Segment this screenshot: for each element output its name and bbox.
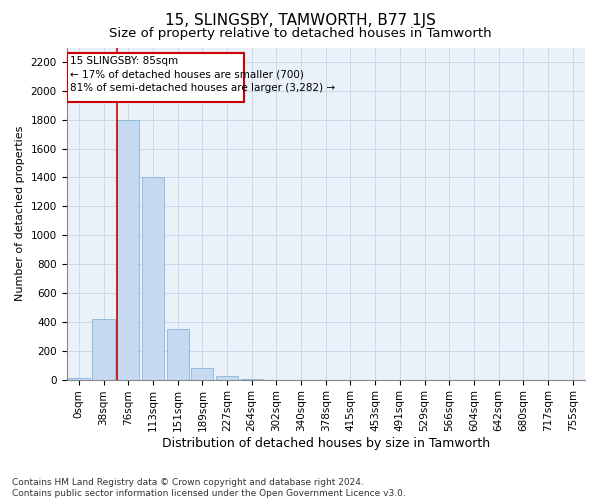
Text: Size of property relative to detached houses in Tamworth: Size of property relative to detached ho… — [109, 28, 491, 40]
Bar — [68, 378, 90, 380]
Bar — [241, 379, 263, 380]
Bar — [167, 329, 189, 380]
FancyBboxPatch shape — [67, 54, 244, 102]
Bar — [142, 178, 164, 380]
Text: 15 SLINGSBY: 85sqm
← 17% of detached houses are smaller (700)
81% of semi-detach: 15 SLINGSBY: 85sqm ← 17% of detached hou… — [70, 56, 335, 92]
Text: 15, SLINGSBY, TAMWORTH, B77 1JS: 15, SLINGSBY, TAMWORTH, B77 1JS — [164, 12, 436, 28]
X-axis label: Distribution of detached houses by size in Tamworth: Distribution of detached houses by size … — [162, 437, 490, 450]
Bar — [216, 376, 238, 380]
Bar — [117, 120, 139, 380]
Bar — [92, 319, 115, 380]
Bar — [191, 368, 214, 380]
Y-axis label: Number of detached properties: Number of detached properties — [15, 126, 25, 301]
Text: Contains HM Land Registry data © Crown copyright and database right 2024.
Contai: Contains HM Land Registry data © Crown c… — [12, 478, 406, 498]
